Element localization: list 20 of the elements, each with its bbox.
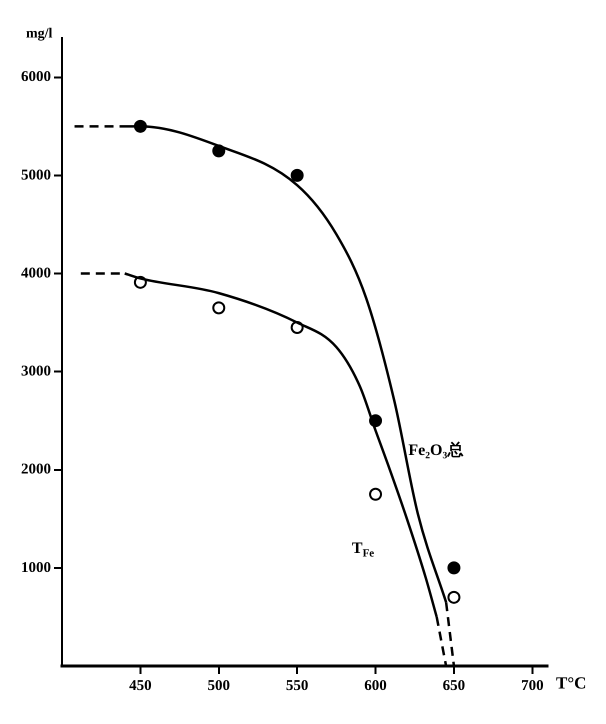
x-tick-label: 550 [286, 678, 308, 694]
x-axis-title: T°C [556, 673, 586, 692]
y-tick-label: 1000 [21, 560, 51, 576]
series-label: Fe₂O₃总 [408, 441, 464, 460]
point [290, 168, 304, 182]
y-tick-label: 3000 [21, 364, 51, 380]
x-tick-label: 450 [129, 678, 152, 694]
x-tick-label: 600 [364, 678, 387, 694]
y-tick-label: 6000 [21, 69, 51, 86]
x-tick-label: 650 [442, 678, 466, 694]
point [212, 301, 226, 314]
y-tick-label: 4000 [21, 265, 51, 282]
x-tick-label: 500 [208, 678, 230, 694]
y-axis-title: mg/l [26, 26, 53, 42]
point [369, 488, 382, 501]
y-tick-label: 5000 [21, 167, 51, 184]
x-tick-label: 700 [521, 678, 544, 694]
y-tick-label: 2000 [21, 462, 51, 478]
point [447, 561, 460, 574]
point [447, 590, 460, 604]
